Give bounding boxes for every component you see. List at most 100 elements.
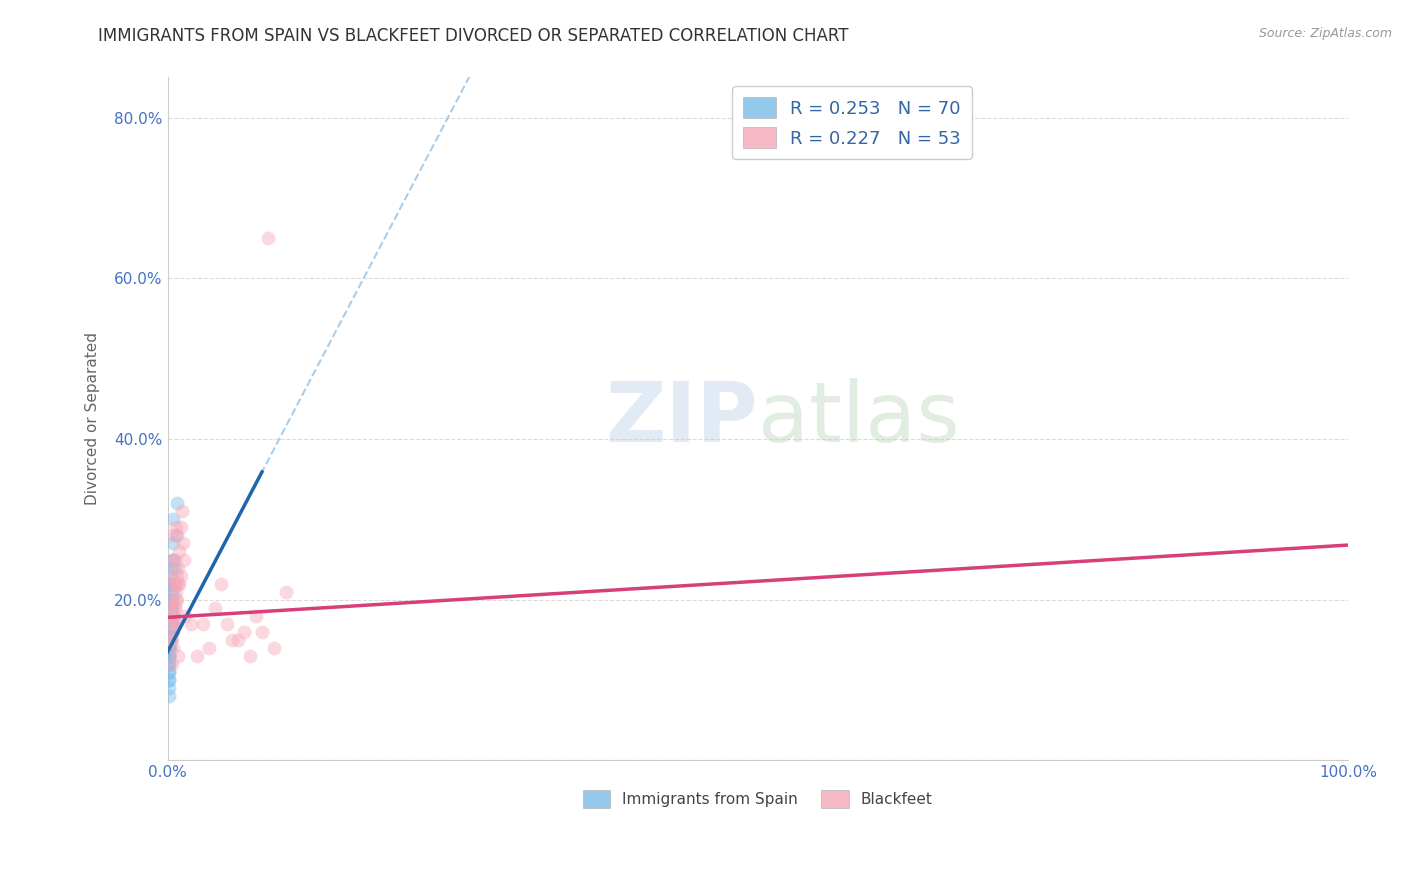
Point [162, 624, 184, 639]
Point [162, 624, 184, 639]
Point [160, 608, 183, 623]
Point [160, 600, 183, 615]
Point [162, 624, 184, 639]
Point [163, 600, 186, 615]
Point [165, 520, 187, 534]
Point [157, 665, 180, 679]
Point [162, 616, 184, 631]
Point [160, 576, 183, 591]
Point [157, 648, 180, 663]
Point [163, 616, 186, 631]
Point [167, 560, 190, 574]
Point [170, 504, 193, 518]
Point [157, 657, 180, 671]
Point [157, 665, 180, 679]
Point [162, 552, 184, 566]
Legend: Immigrants from Spain, Blackfeet: Immigrants from Spain, Blackfeet [576, 784, 939, 814]
Point [157, 648, 180, 663]
Point [157, 657, 180, 671]
Point [157, 689, 180, 703]
Point [159, 624, 181, 639]
Point [159, 640, 181, 655]
Point [162, 584, 184, 599]
Point [159, 616, 181, 631]
Point [228, 632, 250, 647]
Point [165, 576, 187, 591]
Point [165, 528, 187, 542]
Point [159, 632, 181, 647]
Point [163, 552, 186, 566]
Point [162, 560, 184, 574]
Point [157, 648, 180, 663]
Point [165, 616, 187, 631]
Y-axis label: Divorced or Separated: Divorced or Separated [86, 333, 100, 506]
Point [159, 608, 181, 623]
Point [159, 624, 181, 639]
Point [159, 608, 181, 623]
Point [160, 592, 183, 607]
Point [167, 576, 190, 591]
Point [162, 536, 184, 550]
Point [198, 640, 221, 655]
Point [159, 616, 181, 631]
Point [162, 568, 184, 582]
Point [162, 600, 184, 615]
Text: ZIP: ZIP [605, 378, 758, 459]
Point [159, 632, 181, 647]
Point [160, 592, 183, 607]
Point [160, 576, 183, 591]
Point [160, 600, 183, 615]
Point [172, 536, 194, 550]
Point [157, 640, 180, 655]
Point [159, 632, 181, 647]
Point [162, 608, 184, 623]
Point [157, 673, 180, 687]
Point [160, 584, 183, 599]
Point [157, 648, 180, 663]
Point [159, 600, 181, 615]
Point [191, 616, 214, 631]
Point [162, 616, 184, 631]
Point [169, 544, 191, 558]
Point [166, 528, 188, 542]
Point [165, 592, 187, 607]
Point [160, 616, 183, 631]
Point [162, 632, 184, 647]
Point [163, 576, 186, 591]
Point [162, 512, 184, 526]
Point [157, 632, 180, 647]
Point [162, 616, 184, 631]
Point [159, 624, 181, 639]
Point [162, 600, 184, 615]
Point [245, 608, 267, 623]
Point [162, 657, 184, 671]
Point [157, 632, 180, 647]
Point [162, 552, 184, 566]
Point [180, 616, 202, 631]
Point [166, 592, 188, 607]
Point [221, 632, 243, 647]
Point [169, 568, 191, 582]
Point [233, 624, 256, 639]
Point [169, 520, 191, 534]
Point [167, 648, 190, 663]
Point [263, 640, 285, 655]
Point [157, 657, 180, 671]
Point [274, 584, 297, 599]
Point [160, 600, 183, 615]
Point [174, 608, 197, 623]
Point [160, 600, 183, 615]
Point [159, 592, 181, 607]
Point [257, 231, 280, 245]
Point [159, 632, 181, 647]
Point [169, 576, 191, 591]
Point [159, 608, 181, 623]
Text: atlas: atlas [758, 378, 959, 459]
Text: IMMIGRANTS FROM SPAIN VS BLACKFEET DIVORCED OR SEPARATED CORRELATION CHART: IMMIGRANTS FROM SPAIN VS BLACKFEET DIVOR… [98, 27, 849, 45]
Point [162, 608, 184, 623]
Point [157, 608, 180, 623]
Point [157, 640, 180, 655]
Point [215, 616, 238, 631]
Point [162, 640, 184, 655]
Point [157, 640, 180, 655]
